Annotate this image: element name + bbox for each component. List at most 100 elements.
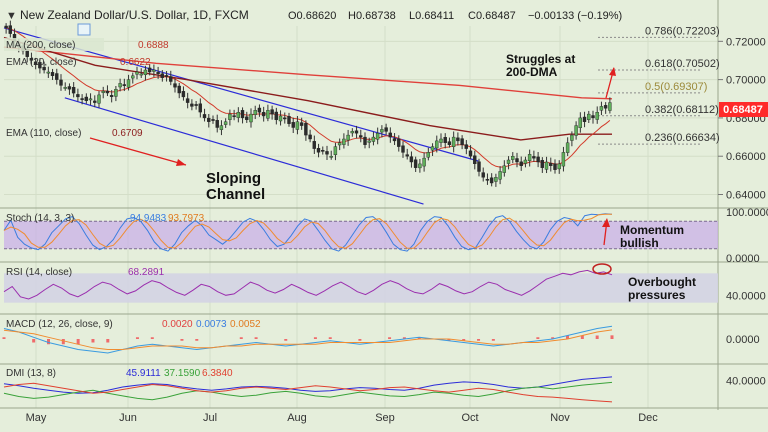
candle-body bbox=[401, 145, 405, 153]
gear-icon[interactable] bbox=[77, 23, 91, 36]
candle-body bbox=[295, 121, 300, 130]
dma-arrow-head bbox=[609, 67, 616, 76]
candle-body bbox=[278, 115, 283, 122]
stoch-band bbox=[4, 221, 718, 249]
momentum-annotation-line2: bullish bbox=[620, 236, 659, 250]
time-tick-label: Dec bbox=[638, 412, 658, 424]
candle-body bbox=[84, 96, 89, 101]
candle-body bbox=[169, 76, 173, 82]
candle-body bbox=[194, 104, 198, 106]
macd-signal-line bbox=[3, 329, 613, 350]
candle-body bbox=[595, 111, 599, 120]
macd-tick-label: 0.0000 bbox=[726, 334, 760, 346]
candle-body bbox=[337, 142, 342, 146]
candle-body bbox=[185, 98, 190, 103]
price-tick-label: 0.70000 bbox=[726, 75, 766, 87]
candle-body bbox=[4, 25, 8, 29]
candle-body bbox=[409, 156, 414, 163]
candle-body bbox=[131, 75, 135, 79]
candle-body bbox=[456, 137, 460, 142]
candle-body bbox=[274, 111, 278, 121]
candle-body bbox=[118, 83, 122, 88]
stoch-d-line bbox=[3, 213, 612, 249]
legend-ma200-label: MA (200, close) bbox=[6, 40, 75, 51]
dmi-adx-value: 45.9111 bbox=[126, 368, 161, 379]
candle-body bbox=[207, 117, 211, 122]
last-price-value: 0.68487 bbox=[723, 104, 763, 116]
dmi-label: DMI (13, 8) bbox=[6, 368, 56, 379]
candle-body bbox=[46, 71, 50, 74]
candle-body bbox=[33, 61, 38, 65]
fib-levels: 0.786(0.72203) 0.618(0.70502) 0.5(0.69307)… bbox=[598, 25, 720, 145]
candle-body bbox=[173, 83, 177, 88]
ohlc-low: L0.68411 bbox=[409, 10, 454, 22]
dma-annotation-line1: Struggles at bbox=[506, 52, 575, 66]
candle-body bbox=[312, 141, 316, 149]
candle-body bbox=[489, 177, 494, 184]
dmi-minus-value: 6.3840 bbox=[202, 368, 233, 379]
legend-ma200-value: 0.6888 bbox=[138, 40, 169, 51]
candle-body bbox=[228, 113, 232, 120]
fib-label: 0.786(0.72203) bbox=[645, 25, 720, 37]
price-tick-label: 0.64000 bbox=[726, 190, 766, 202]
candles bbox=[4, 20, 612, 187]
dmi-minus-line bbox=[3, 382, 613, 403]
candle-body bbox=[342, 138, 346, 145]
candle-body bbox=[413, 159, 418, 168]
candle-body bbox=[232, 115, 236, 117]
candle-body bbox=[135, 71, 139, 75]
dmi-plus-value: 37.1590 bbox=[164, 368, 201, 379]
candle-body bbox=[570, 134, 574, 141]
candle-body bbox=[266, 110, 270, 119]
candle-body bbox=[371, 136, 376, 142]
candle-body bbox=[502, 165, 506, 173]
price-tick-label: 0.72000 bbox=[726, 36, 766, 48]
price-tick-label: 0.66000 bbox=[726, 151, 766, 163]
candle-body bbox=[523, 159, 528, 164]
candle-body bbox=[578, 117, 582, 129]
momentum-annotation-line1: Momentum bbox=[620, 223, 684, 237]
rsi-pane: 40.0000 bbox=[3, 269, 766, 303]
candle-body bbox=[384, 127, 388, 132]
candle-body bbox=[164, 75, 169, 77]
symbol-title: New Zealand Dollar/U.S. Dollar, 1D, FXCM bbox=[20, 8, 249, 22]
time-tick-label: Jun bbox=[119, 412, 137, 424]
candle-body bbox=[451, 136, 456, 148]
candle-body bbox=[392, 138, 397, 142]
candle-body bbox=[88, 98, 93, 101]
dmi-tick-label: 40.0000 bbox=[726, 376, 766, 388]
time-tick-label: May bbox=[26, 412, 47, 424]
candle-body bbox=[42, 66, 46, 71]
candle-body bbox=[316, 147, 321, 153]
macd-signal-value: 0.0052 bbox=[230, 319, 261, 330]
stoch-tick-label: 100.0000 bbox=[726, 207, 768, 219]
candle-body bbox=[350, 131, 354, 134]
candle-body bbox=[587, 113, 591, 120]
candle-body bbox=[494, 177, 498, 182]
candle-body bbox=[464, 144, 468, 149]
candle-body bbox=[540, 159, 544, 168]
candle-body bbox=[321, 149, 325, 152]
time-axis: May Jun Jul Aug Sep Oct Nov Dec bbox=[26, 412, 659, 424]
candle-body bbox=[219, 125, 224, 130]
ema110-line bbox=[3, 36, 612, 141]
candle-body bbox=[380, 129, 384, 133]
stoch-d-value: 93.7973 bbox=[168, 213, 205, 224]
ohlc-open: O0.68620 bbox=[288, 10, 336, 22]
candle-body bbox=[181, 91, 186, 98]
candle-body bbox=[557, 163, 561, 170]
fib-label: 0.382(0.68112) bbox=[645, 104, 719, 116]
candle-body bbox=[481, 172, 485, 178]
candle-body bbox=[152, 69, 156, 72]
candle-body bbox=[367, 140, 371, 143]
header-arrow-icon[interactable]: ▼ bbox=[6, 10, 17, 22]
candle-body bbox=[388, 132, 392, 138]
pane-legends: Stoch (14, 3, 3) 94.9483 93.7973 RSI (14… bbox=[6, 213, 261, 379]
candle-body bbox=[439, 138, 443, 143]
macd-label: MACD (12, 26, close, 9) bbox=[6, 319, 113, 330]
candle-body bbox=[8, 25, 13, 34]
candle-body bbox=[156, 72, 160, 75]
candle-body bbox=[291, 122, 295, 128]
stoch-k-value: 94.9483 bbox=[130, 213, 167, 224]
